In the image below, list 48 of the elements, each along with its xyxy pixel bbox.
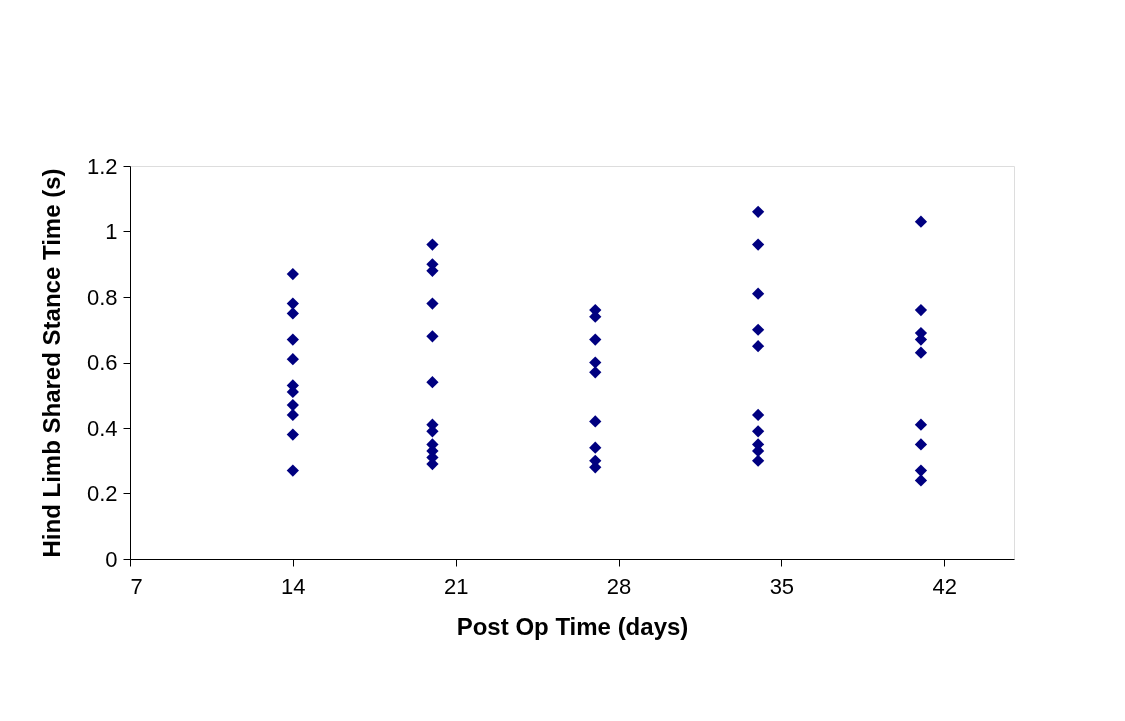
point xyxy=(426,330,439,343)
y-tick-label: 1 xyxy=(105,219,118,244)
x-tick-label: 42 xyxy=(932,573,957,599)
point xyxy=(751,205,765,218)
y-tick-label: 0.4 xyxy=(86,415,118,441)
point xyxy=(751,454,765,467)
point xyxy=(914,464,928,477)
x-tick-label: 14 xyxy=(281,573,306,599)
point xyxy=(589,366,602,379)
point xyxy=(286,353,299,366)
point xyxy=(751,287,765,300)
y-tick-label: 0.6 xyxy=(86,350,118,375)
point xyxy=(589,356,602,369)
point xyxy=(914,438,928,451)
point xyxy=(286,408,299,422)
point xyxy=(751,340,765,353)
point xyxy=(286,428,299,441)
y-tick-label: 0 xyxy=(105,546,118,572)
point xyxy=(751,408,765,422)
y-tick-label: 0.8 xyxy=(86,284,118,310)
point xyxy=(286,267,299,281)
point xyxy=(286,398,299,412)
point xyxy=(286,333,299,346)
y-axis-title: Hind Limb Shared Stance Time (s) xyxy=(37,168,65,558)
x-tick-label: 28 xyxy=(606,573,632,599)
y-tick-label: 0.2 xyxy=(86,481,118,506)
point xyxy=(751,323,765,336)
x-axis-title: Post Op Time (days) xyxy=(456,612,689,640)
point xyxy=(426,297,439,310)
point xyxy=(286,464,299,477)
x-tick-label: 21 xyxy=(443,573,469,599)
y-tick-label: 1.2 xyxy=(86,153,118,179)
point xyxy=(914,215,928,228)
point xyxy=(589,441,602,454)
point xyxy=(426,376,439,389)
point xyxy=(914,474,928,487)
point xyxy=(914,303,928,317)
point xyxy=(914,346,928,359)
point xyxy=(286,307,299,320)
point xyxy=(589,415,602,428)
point xyxy=(751,238,765,251)
point xyxy=(426,238,439,251)
x-tick-label: 7 xyxy=(130,573,143,599)
point xyxy=(914,418,928,431)
point xyxy=(589,333,602,346)
x-tick-label: 35 xyxy=(769,573,795,599)
point xyxy=(286,297,299,310)
point xyxy=(751,425,765,438)
